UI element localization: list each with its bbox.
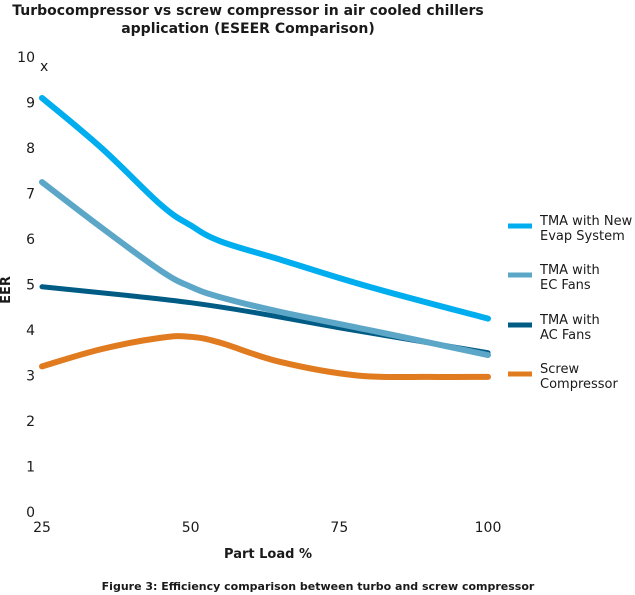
legend-label-line: TMA with: [539, 263, 600, 278]
legend-label-line: TMA with New: [539, 214, 633, 229]
series-line-tma-ec-fans: [39, 179, 491, 359]
legend-label-line: Compressor: [540, 377, 619, 392]
legend-label-line: Evap System: [540, 229, 625, 244]
y-tick-label: 3: [26, 369, 35, 385]
x-tick-label: 100: [475, 520, 502, 536]
y-tick-label: 8: [26, 141, 35, 157]
chart-series: [39, 94, 491, 381]
x-axis-ticks: 25 50 75 100: [33, 520, 501, 536]
y-tick-label: 10: [17, 50, 35, 66]
x-axis-label: Part Load %: [224, 547, 312, 562]
y-tick-label: 9: [26, 96, 35, 112]
x-tick-label: 75: [330, 520, 348, 536]
legend-label-line: TMA with: [539, 313, 600, 328]
y-tick-label: 6: [26, 232, 35, 248]
series-line-tma-new-evap: [39, 94, 491, 322]
legend-label-line: EC Fans: [540, 278, 591, 293]
series-line-screw-compressor: [39, 333, 491, 381]
y-axis-suffix: x: [40, 59, 48, 75]
y-tick-label: 2: [26, 414, 35, 430]
x-tick-label: 50: [182, 520, 200, 536]
y-tick-label: 7: [26, 187, 35, 203]
y-axis-ticks: 0 1 2 3 4 5 6 7 8 9 10: [17, 50, 35, 521]
y-tick-label: 5: [26, 278, 35, 294]
y-tick-label: 0: [26, 505, 35, 521]
legend-label-line: AC Fans: [540, 328, 591, 343]
y-axis-label: EER: [0, 276, 14, 304]
figure-caption: Figure 3: Efficiency comparison between …: [102, 580, 535, 593]
x-tick-label: 25: [33, 520, 51, 536]
chart-title: Turbocompressor vs screw compressor in a…: [12, 3, 483, 37]
y-tick-label: 4: [26, 323, 35, 339]
chart-title-line-1: Turbocompressor vs screw compressor in a…: [12, 3, 483, 19]
y-tick-label: 1: [26, 460, 35, 476]
legend-label-line: Screw: [540, 362, 579, 377]
chart-title-line-2: application (ESEER Comparison): [121, 21, 375, 37]
